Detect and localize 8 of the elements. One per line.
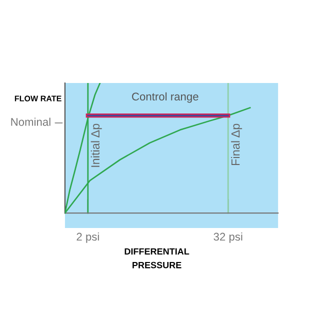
annotation: Control range bbox=[132, 92, 198, 103]
ref-line-label: Final Δp bbox=[231, 124, 242, 166]
text: Nominal bbox=[11, 118, 50, 126]
x-tick-label: 2 psi bbox=[76, 232, 99, 243]
x-axis-title: DIFFERENTIAL PRESSURE bbox=[124, 248, 190, 268]
x-tick-label: 32 psi bbox=[214, 232, 242, 243]
y-axis-title: FLOW RATE bbox=[14, 96, 62, 102]
ref-line-label: Initial Δp bbox=[90, 124, 102, 167]
